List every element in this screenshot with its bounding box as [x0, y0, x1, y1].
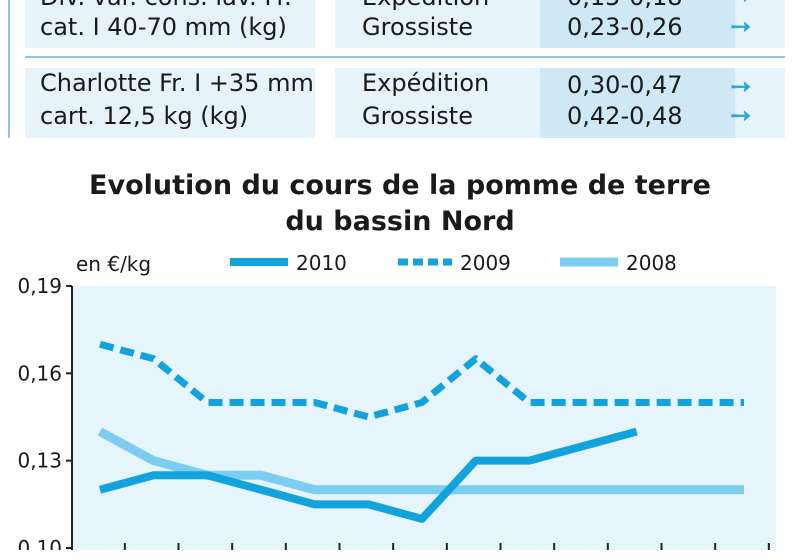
y-tick-label: 0,13: [17, 449, 62, 473]
price-value: 0,42-0,48: [567, 102, 683, 130]
product-label: Charlotte Fr. I +35 mm: [40, 69, 314, 97]
plot-area: [72, 286, 776, 550]
column-gap: [315, 0, 335, 48]
trend-arrow-icon: ➙: [730, 12, 752, 42]
market-label: Grossiste: [362, 102, 473, 130]
table-row: Charlotte Fr. I +35 mm cart. 12,5 kg (kg…: [25, 68, 785, 138]
table-left-rule: [8, 0, 10, 138]
price-value: 0,23-0,26: [567, 13, 683, 41]
column-gap: [315, 68, 335, 138]
price-value: 0,15-0,18: [567, 0, 683, 14]
table-row: Div. var. cons. lav. Fr. cat. I 40-70 mm…: [25, 0, 785, 48]
chart-title: Evolution du cours de la pomme de terre: [89, 170, 711, 201]
series-line-2010: [98, 427, 638, 523]
price-value: 0,30-0,47: [567, 71, 683, 99]
product-label: cat. I 40-70 mm (kg): [40, 13, 287, 41]
y-tick-label: 0,10: [17, 536, 62, 550]
price-column-bg: [540, 68, 735, 138]
chart-subtitle: du bassin Nord: [285, 206, 515, 237]
trend-arrow-icon: ➙: [730, 101, 752, 131]
legend-label: 2008: [626, 251, 677, 275]
series-line-2009: [99, 340, 744, 421]
trend-arrow-icon: ➙: [730, 0, 752, 14]
product-label: cart. 12,5 kg (kg): [40, 102, 249, 130]
y-axis-label: en €/kg: [76, 252, 151, 276]
product-label: Div. var. cons. lav. Fr.: [40, 0, 292, 14]
market-label: Expédition: [362, 69, 490, 97]
market-label: Grossiste: [362, 13, 473, 41]
y-tick-label: 0,16: [17, 361, 62, 385]
legend-label: 2009: [460, 251, 511, 275]
row-divider: [25, 56, 785, 58]
legend-label: 2010: [296, 251, 347, 275]
price-table: Div. var. cons. lav. Fr. cat. I 40-70 mm…: [0, 0, 800, 140]
market-label: Expédition: [362, 0, 489, 14]
y-tick-label: 0,19: [17, 274, 62, 298]
trend-arrow-icon: ➙: [730, 72, 752, 102]
price-column-bg: [540, 0, 735, 48]
